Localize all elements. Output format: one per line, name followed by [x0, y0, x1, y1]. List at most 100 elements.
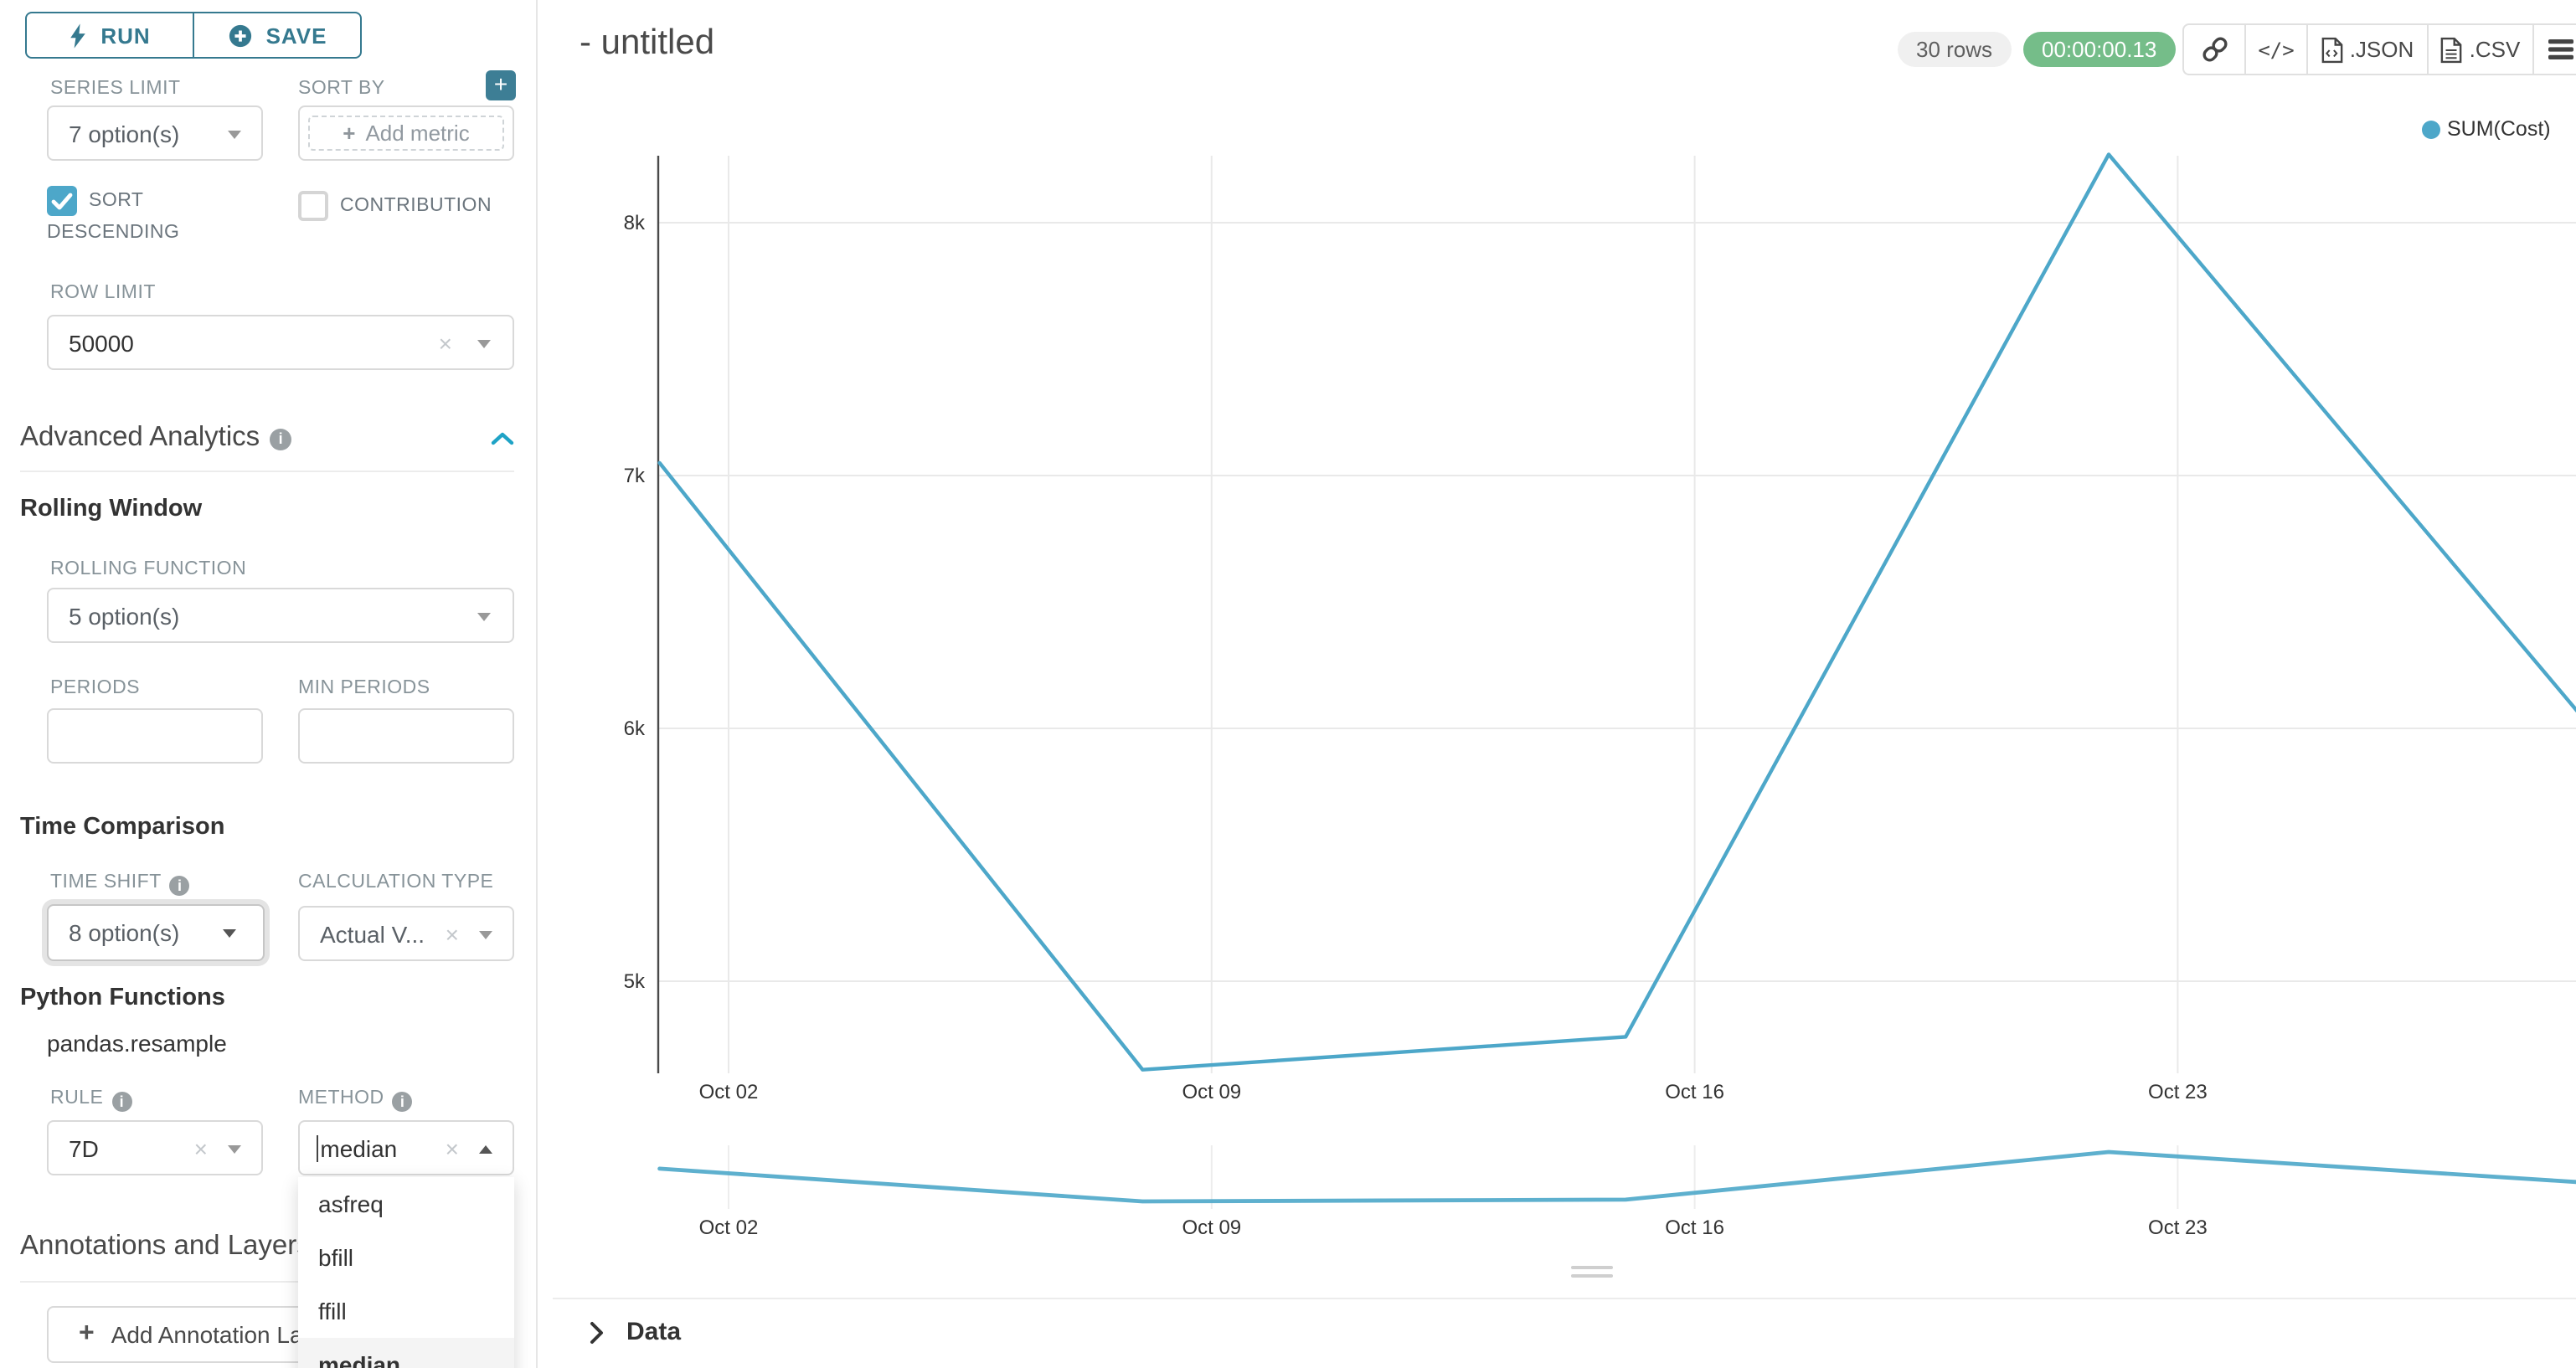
info-icon[interactable]: i: [169, 876, 190, 896]
series-limit-select[interactable]: 7 option(s): [47, 105, 263, 161]
row-count-badge: 30 rows: [1898, 32, 2012, 67]
sort-by-dropzone[interactable]: + Add metric: [298, 105, 514, 161]
sort-descending-label: SORT DESCENDING: [47, 191, 180, 242]
export-button-group: </> .JSON .CSV: [2182, 23, 2576, 75]
calculation-type-label: CALCULATION TYPE: [298, 872, 494, 892]
rolling-function-value: 5 option(s): [69, 602, 180, 629]
run-button[interactable]: RUN: [27, 13, 193, 57]
add-annotation-layer-label: Add Annotation Layer: [111, 1321, 336, 1348]
export-json-button[interactable]: .JSON: [2306, 25, 2427, 74]
info-icon[interactable]: i: [392, 1092, 413, 1112]
time-comparison-title: Time Comparison: [20, 814, 225, 841]
data-results-panel: Data: [553, 1298, 2576, 1368]
export-csv-label: .CSV: [2469, 37, 2521, 62]
json-file-icon: [2321, 36, 2343, 63]
panel-resize-handle[interactable]: [1571, 1266, 1613, 1283]
text-cursor: [317, 1134, 319, 1161]
svg-text:5k: 5k: [624, 970, 646, 993]
caret-down-icon[interactable]: [228, 131, 241, 139]
clear-icon[interactable]: ×: [445, 921, 459, 948]
save-button[interactable]: SAVE: [193, 13, 360, 57]
time-shift-select[interactable]: 8 option(s): [47, 904, 265, 961]
sort-descending-checkbox[interactable]: [47, 186, 77, 216]
method-dropdown-menu: asfreq bfill ffill median: [298, 1177, 514, 1368]
method-value: median: [320, 1134, 398, 1161]
short-link-button[interactable]: [2184, 25, 2244, 74]
row-limit-label: ROW LIMIT: [50, 283, 156, 303]
contribution-checkbox[interactable]: [298, 191, 328, 221]
clear-icon[interactable]: ×: [193, 1135, 208, 1162]
link-icon: [2202, 37, 2227, 62]
svg-text:Oct 02: Oct 02: [699, 1216, 759, 1239]
min-periods-input[interactable]: [298, 708, 514, 764]
svg-text:7k: 7k: [624, 465, 646, 487]
time-shift-label: TIME SHIFT i: [50, 872, 190, 896]
dropdown-option-asfreq[interactable]: asfreq: [318, 1191, 384, 1217]
add-sort-metric-plus-button[interactable]: +: [486, 70, 516, 100]
hamburger-menu-icon: [2548, 39, 2573, 59]
pandas-resample-label: pandas.resample: [47, 1030, 227, 1057]
info-icon[interactable]: i: [270, 429, 292, 450]
data-panel-toggle[interactable]: Data: [590, 1318, 681, 1346]
add-metric-label: Add metric: [365, 121, 470, 146]
embed-code-button[interactable]: </>: [2244, 25, 2306, 74]
control-panel: RUN SAVE SERIES LIMIT SORT BY + 7 option…: [0, 0, 536, 1368]
sort-descending-control: SORT DESCENDING: [47, 186, 245, 248]
line-chart-canvas[interactable]: 5k 6k 7k 8k Oct 02 Oct 02 Oct 09 Oct 09 Oct 16 Oc…: [553, 0, 2576, 1368]
caret-down-icon[interactable]: [477, 340, 491, 348]
legend-series-label: SUM(Cost): [2447, 117, 2551, 141]
export-csv-button[interactable]: .CSV: [2427, 25, 2532, 74]
caret-down-icon[interactable]: [228, 1145, 241, 1154]
caret-down-icon[interactable]: [479, 931, 492, 939]
svg-text:6k: 6k: [624, 717, 646, 740]
rolling-window-title: Rolling Window: [20, 496, 203, 522]
calculation-type-select[interactable]: Actual V... ×: [298, 906, 514, 961]
svg-text:Oct 23: Oct 23: [2148, 1216, 2208, 1239]
rule-select[interactable]: 7D ×: [47, 1120, 263, 1175]
info-icon[interactable]: i: [111, 1092, 132, 1112]
section-divider: [20, 1281, 514, 1283]
plus-circle-icon: [229, 23, 251, 47]
annotations-layers-title: Annotations and Layers: [20, 1231, 311, 1261]
min-periods-label: MIN PERIODS: [298, 678, 430, 698]
clear-icon[interactable]: ×: [445, 1135, 459, 1162]
chevron-up-icon[interactable]: [491, 432, 514, 445]
periods-input[interactable]: [47, 708, 263, 764]
advanced-analytics-header[interactable]: Advanced Analytics i: [20, 422, 292, 454]
dropdown-option-median[interactable]: median: [298, 1338, 514, 1368]
row-limit-value: 50000: [69, 329, 134, 356]
rule-value: 7D: [69, 1134, 99, 1161]
more-options-button[interactable]: [2532, 25, 2576, 74]
caret-up-icon[interactable]: [479, 1145, 492, 1154]
svg-text:Oct 09: Oct 09: [1182, 1216, 1241, 1239]
legend-dot-icon: [2422, 120, 2440, 138]
dropdown-option-bfill[interactable]: bfill: [318, 1244, 354, 1271]
svg-text:8k: 8k: [624, 212, 646, 234]
time-shift-value: 8 option(s): [69, 919, 180, 946]
code-icon: </>: [2258, 38, 2295, 61]
rolling-function-label: ROLLING FUNCTION: [50, 559, 247, 579]
svg-text:Oct 09: Oct 09: [1182, 1081, 1241, 1103]
chart-legend[interactable]: SUM(Cost): [2422, 117, 2551, 141]
sort-by-label: SORT BY: [298, 79, 385, 99]
svg-text:Oct 23: Oct 23: [2148, 1081, 2208, 1103]
svg-text:Oct 16: Oct 16: [1665, 1081, 1724, 1103]
caret-down-icon[interactable]: [477, 613, 491, 621]
add-metric-placeholder[interactable]: + Add metric: [308, 116, 504, 151]
rolling-function-select[interactable]: 5 option(s): [47, 588, 514, 643]
csv-file-icon: [2441, 36, 2463, 63]
series-limit-label: SERIES LIMIT: [50, 79, 181, 99]
chevron-right-icon: [590, 1321, 603, 1343]
rule-label: RULE i: [50, 1088, 132, 1112]
row-limit-select[interactable]: 50000 ×: [47, 315, 514, 370]
caret-down-icon[interactable]: [223, 929, 236, 938]
calculation-type-value: Actual V...: [320, 920, 425, 947]
dropdown-option-ffill[interactable]: ffill: [318, 1298, 347, 1324]
clear-icon[interactable]: ×: [438, 330, 452, 357]
contribution-label: CONTRIBUTION: [340, 196, 492, 216]
method-combobox[interactable]: median ×: [298, 1120, 514, 1175]
chart-title[interactable]: - untitled: [580, 23, 715, 62]
chart-panel: 5k 6k 7k 8k Oct 02 Oct 02 Oct 09 Oct 09 Oct 16 Oc…: [553, 0, 2576, 1368]
save-button-label: SAVE: [265, 23, 327, 48]
contribution-control: CONTRIBUTION: [298, 191, 492, 222]
